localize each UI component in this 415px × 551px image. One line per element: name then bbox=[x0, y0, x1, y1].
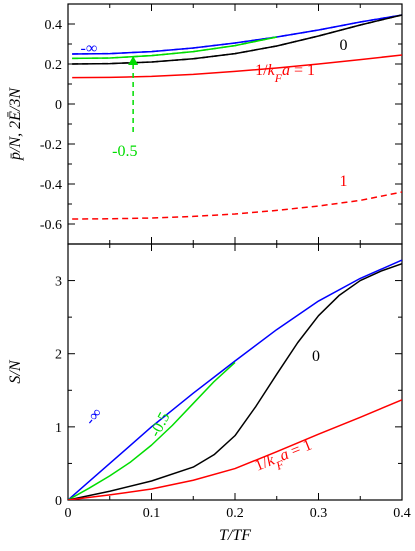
bottom-ytick-label: 1 bbox=[55, 421, 62, 436]
bottom-series-red-line bbox=[68, 399, 402, 500]
bottom-annotation-black: 0 bbox=[312, 348, 320, 365]
bottom-xtick-label: 0.4 bbox=[393, 506, 411, 521]
bottom-xlabel: T/TF bbox=[219, 527, 251, 544]
top-annotation-green: -0.5 bbox=[112, 143, 137, 160]
bottom-xtick-label: 0.2 bbox=[226, 506, 244, 521]
top-ytick-label: -0.6 bbox=[40, 218, 62, 233]
top-annotation-black: 0 bbox=[340, 37, 348, 54]
bottom-xtick-label: 0.3 bbox=[310, 506, 328, 521]
bottom-annotation-red: 1/kFa = 1 bbox=[252, 436, 316, 480]
top-series-red-dashed-line bbox=[72, 191, 402, 220]
top-ytick-label: -0.4 bbox=[40, 178, 62, 193]
top-series-blue-line bbox=[72, 14, 402, 55]
bottom-axis-ticks: 0 0.1 0.2 0.3 0.4 0 1 2 3 bbox=[55, 243, 411, 521]
top-series-black-dashed-line bbox=[72, 14, 402, 65]
bottom-xtick-label: 0 bbox=[65, 506, 72, 521]
bottom-ytick-label: 0 bbox=[55, 494, 62, 509]
top-panel-frame bbox=[67, 3, 403, 245]
top-annotation-red: 1/kFa = 1 bbox=[255, 62, 315, 85]
bottom-panel-series bbox=[68, 259, 402, 500]
top-ytick-label: 0 bbox=[55, 98, 62, 113]
bottom-series-black-line bbox=[68, 263, 402, 500]
top-series-red-line bbox=[72, 54, 402, 79]
arrow-head bbox=[128, 56, 139, 65]
top-series-green-dashed-line bbox=[72, 36, 277, 60]
top-ytick-label: -0.2 bbox=[40, 138, 62, 153]
top-series-green-line bbox=[72, 36, 277, 60]
top-panel-series bbox=[72, 14, 402, 220]
bottom-series-blue-line bbox=[68, 259, 402, 500]
bottom-ylabel: S/N bbox=[7, 359, 24, 383]
bottom-annotation-green: -0.5 bbox=[147, 410, 174, 440]
bottom-ytick-label: 2 bbox=[55, 348, 62, 363]
top-series-blue-dashed-line bbox=[72, 14, 402, 55]
bottom-annotation-blue: -∞ bbox=[82, 405, 106, 429]
top-annotation-blue: -∞ bbox=[81, 40, 98, 57]
bottom-xtick-label: 0.1 bbox=[143, 506, 161, 521]
top-annotation-red: 1 bbox=[340, 173, 348, 190]
top-axis-ticks: -0.6 -0.4 -0.2 0 0.2 0.4 bbox=[40, 3, 403, 245]
top-ylabel: p̄/N, 2Ē/3N bbox=[7, 87, 24, 161]
top-panel-annotations: -∞ 0 1/kFa = 1 -0.5 1 bbox=[81, 37, 348, 190]
top-ytick-label: 0.2 bbox=[45, 58, 63, 73]
bottom-ytick-label: 3 bbox=[55, 275, 62, 290]
bottom-panel-annotations: -∞ -0.5 0 1/kFa = 1 bbox=[82, 348, 320, 480]
top-ytick-label: 0.4 bbox=[45, 18, 63, 33]
bottom-series-green-line bbox=[68, 361, 236, 500]
